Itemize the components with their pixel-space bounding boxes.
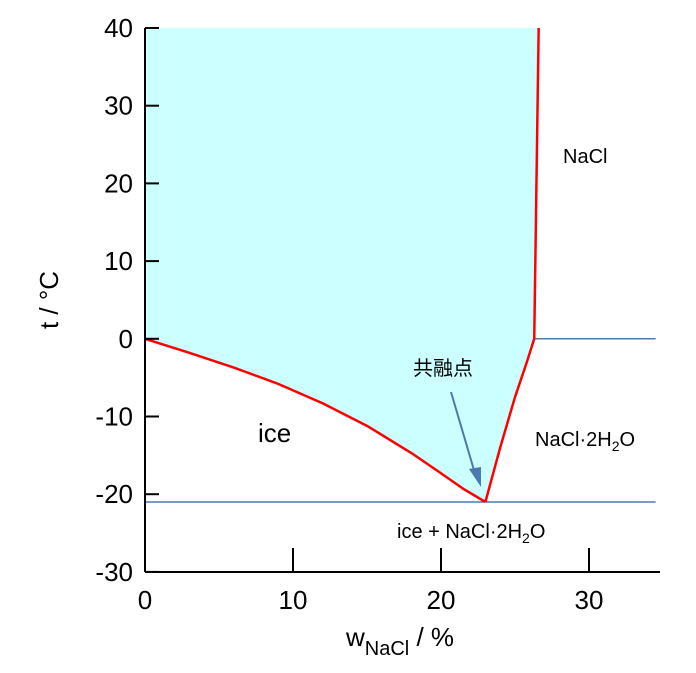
region-label-ice-nacl-dihydrate-tail: O xyxy=(530,521,546,543)
phase-lines xyxy=(144,27,656,504)
y-tick-label: 0 xyxy=(119,324,133,354)
x-axis-label-main: w xyxy=(345,622,365,652)
eutectic-arrow-shaft xyxy=(450,391,477,478)
dihydrate-solubility-curve xyxy=(484,338,536,503)
region-label-ice-nacl-dihydrate-sub: 2 xyxy=(522,530,530,546)
nacl-solubility-curve xyxy=(532,27,540,339)
y-tick-label: 40 xyxy=(104,13,133,43)
ice-liquidus-curve xyxy=(144,337,487,504)
x-axis-label: wNaCl / % xyxy=(345,622,454,660)
region-label-ice: ice xyxy=(258,418,291,448)
region-label-nacl-dihydrate-tail: O xyxy=(619,429,635,451)
region-label-nacl: NaCl xyxy=(563,146,607,168)
y-tick-label: 10 xyxy=(104,246,133,276)
liquid-region xyxy=(145,28,539,502)
y-axis-label: t / °C xyxy=(34,271,64,329)
y-tick-label: 20 xyxy=(104,168,133,198)
liquid-region-fill xyxy=(145,28,539,502)
x-tick-label: 0 xyxy=(138,585,152,615)
x-axis-label-sub: NaCl xyxy=(365,638,409,660)
eutectic-point-label: 共融点 xyxy=(413,357,473,380)
y-tick-label: -10 xyxy=(95,402,133,432)
region-label-nacl-dihydrate: NaCl·2H2O xyxy=(535,429,635,454)
x-axis-label-unit: / % xyxy=(409,622,454,652)
region-label-ice-nacl-dihydrate-base: ice + NaCl·2H xyxy=(397,521,522,543)
axes xyxy=(144,28,660,573)
eutectic-arrow-head xyxy=(469,467,481,487)
y-tick-label: -30 xyxy=(95,557,133,587)
y-tick-label: -20 xyxy=(95,479,133,509)
x-tick-label: 10 xyxy=(279,585,308,615)
region-label-ice-nacl-dihydrate: ice + NaCl·2H2O xyxy=(397,521,545,546)
x-tick-label: 30 xyxy=(575,585,604,615)
region-label-nacl-dihydrate-sub: 2 xyxy=(612,438,620,454)
y-tick-label: 30 xyxy=(104,91,133,121)
x-tick-label: 20 xyxy=(427,585,456,615)
region-label-nacl-dihydrate-base: NaCl·2H xyxy=(535,429,612,451)
